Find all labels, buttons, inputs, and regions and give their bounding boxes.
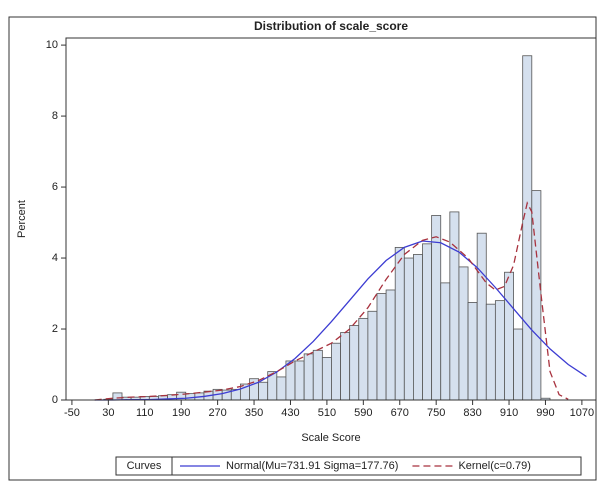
curve [94, 240, 587, 401]
x-tick-label: -50 [64, 407, 80, 419]
bar [367, 310, 378, 401]
bar [385, 289, 396, 401]
bar [349, 325, 360, 401]
bar [185, 393, 196, 401]
x-tick-label: 750 [427, 407, 445, 419]
bar [504, 271, 514, 401]
chart-title: Distribution of scale_score [254, 19, 408, 33]
curve [94, 201, 569, 401]
bar [494, 300, 505, 401]
x-tick-label: 830 [463, 407, 481, 419]
x-tick-label: 510 [318, 407, 336, 419]
bar [258, 381, 269, 401]
x-tick-label: 270 [208, 407, 226, 419]
y-tick-label: 2 [52, 323, 58, 335]
y-tick-label: 4 [52, 252, 58, 264]
legend-label: Normal(Mu=731.91 Sigma=177.76) [226, 460, 398, 472]
y-tick-label: 8 [52, 110, 58, 122]
y-tick-label: 6 [52, 181, 58, 193]
legend-box [115, 456, 582, 476]
bar [303, 353, 314, 401]
bar [285, 360, 296, 401]
bar [476, 232, 487, 401]
bar [513, 328, 524, 401]
bar [403, 257, 414, 401]
x-tick-label: 350 [245, 407, 263, 419]
x-tick-label: 670 [391, 407, 409, 419]
bar [358, 317, 369, 401]
x-tick-label: 590 [354, 407, 372, 419]
bar [394, 246, 405, 401]
bar [449, 211, 460, 401]
y-tick-label: 10 [46, 39, 58, 51]
legend-title: Curves [127, 460, 162, 472]
bar [276, 376, 287, 401]
bar [321, 357, 332, 401]
bar [112, 392, 123, 401]
x-tick-label: 910 [500, 407, 518, 419]
frame [8, 16, 597, 481]
bar [440, 282, 451, 401]
bar [413, 254, 423, 401]
bar [467, 302, 478, 401]
x-tick-label: 1070 [570, 407, 594, 419]
bar [331, 342, 341, 401]
bar [294, 360, 305, 401]
bar [340, 332, 351, 401]
x-axis-label: Scale Score [301, 432, 360, 444]
bar [422, 243, 433, 401]
plot-frame [65, 37, 597, 401]
x-tick-label: 990 [536, 407, 554, 419]
bar [312, 349, 323, 401]
legend-label: Kernel(c=0.79) [458, 460, 530, 472]
x-tick-label: 190 [172, 407, 190, 419]
x-tick-label: 430 [281, 407, 299, 419]
bar [458, 266, 469, 401]
x-tick-label: 110 [136, 407, 154, 419]
bar [485, 303, 496, 401]
y-axis-label: Percent [16, 200, 28, 238]
x-tick-label: 30 [102, 407, 114, 419]
bar [522, 55, 533, 401]
y-tick-label: 0 [52, 394, 58, 406]
bar [376, 293, 387, 401]
